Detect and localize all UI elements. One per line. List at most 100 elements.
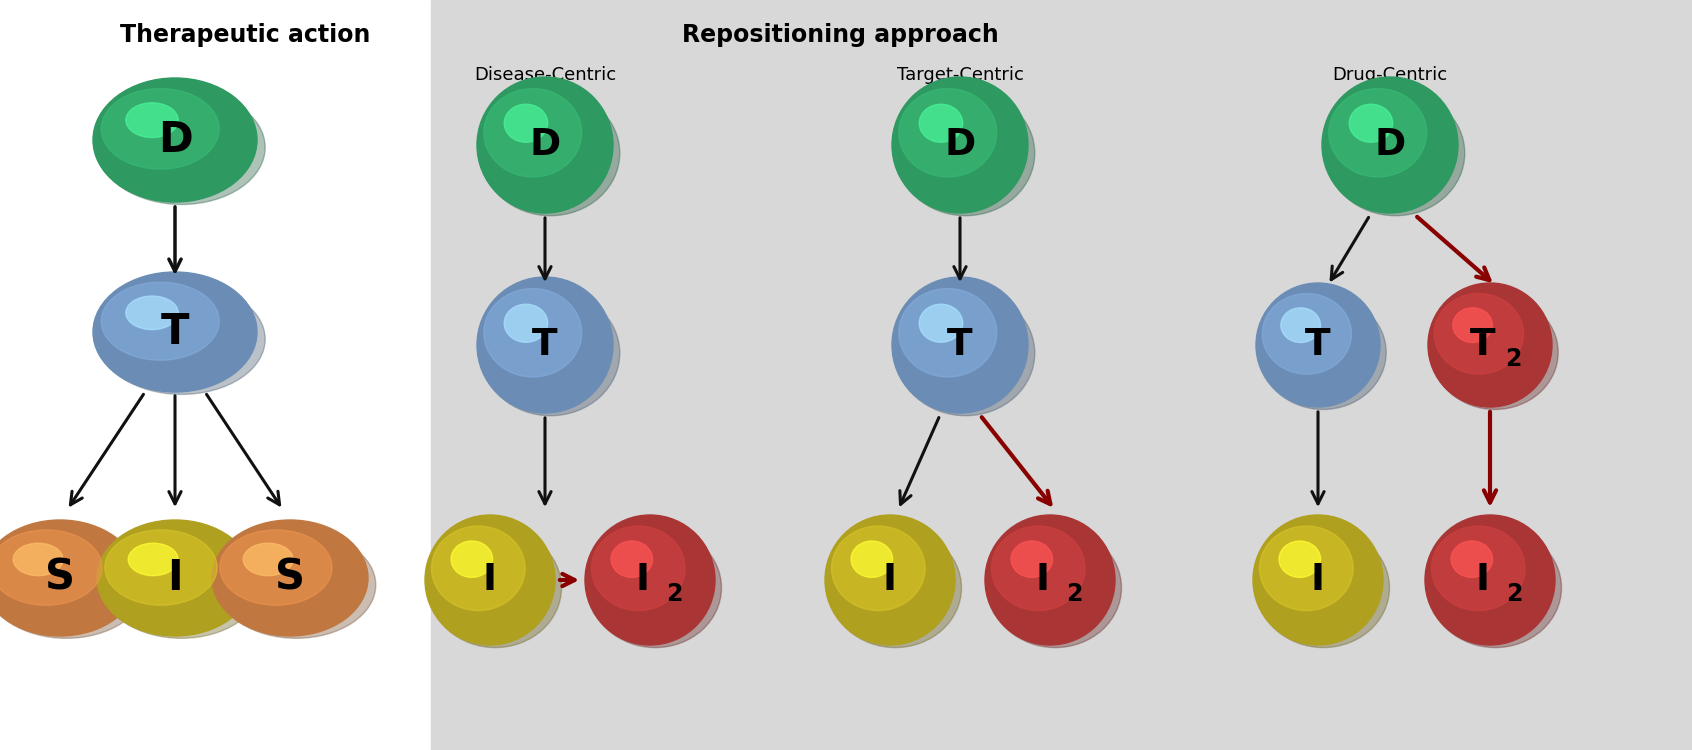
Ellipse shape (1012, 541, 1052, 578)
Text: T: T (1470, 327, 1496, 363)
Text: Disease-Centric: Disease-Centric (474, 66, 616, 84)
Ellipse shape (1327, 91, 1465, 216)
Ellipse shape (93, 78, 257, 202)
Text: T: T (533, 327, 558, 363)
Ellipse shape (1430, 528, 1562, 647)
Ellipse shape (1452, 541, 1492, 578)
Ellipse shape (892, 77, 1029, 213)
Ellipse shape (898, 289, 997, 377)
Ellipse shape (589, 528, 721, 647)
Ellipse shape (481, 91, 619, 216)
Ellipse shape (125, 296, 178, 329)
Ellipse shape (1349, 104, 1393, 142)
Ellipse shape (102, 88, 220, 170)
Ellipse shape (826, 515, 954, 645)
Ellipse shape (0, 530, 102, 605)
Ellipse shape (93, 272, 257, 392)
Ellipse shape (1281, 308, 1320, 343)
Ellipse shape (831, 526, 926, 610)
Ellipse shape (898, 88, 997, 177)
Ellipse shape (96, 520, 254, 636)
Ellipse shape (897, 290, 1036, 416)
Ellipse shape (0, 532, 146, 638)
Ellipse shape (125, 103, 178, 137)
Ellipse shape (1262, 293, 1352, 374)
Ellipse shape (1431, 526, 1524, 610)
Ellipse shape (1328, 88, 1426, 177)
Ellipse shape (98, 91, 266, 205)
Ellipse shape (1428, 283, 1552, 407)
Text: T: T (1305, 327, 1332, 363)
Text: Repositioning approach: Repositioning approach (682, 23, 998, 47)
Text: D: D (1374, 127, 1406, 163)
Text: S: S (276, 557, 305, 599)
Ellipse shape (1279, 541, 1320, 578)
Ellipse shape (129, 543, 178, 576)
Bar (0, 0, 431, 750)
Ellipse shape (1453, 308, 1492, 343)
Ellipse shape (1259, 526, 1354, 610)
Ellipse shape (105, 530, 217, 605)
Ellipse shape (1431, 296, 1558, 410)
Ellipse shape (0, 520, 139, 636)
Text: I: I (482, 562, 497, 598)
Text: 2: 2 (1506, 346, 1521, 370)
Text: D: D (944, 127, 976, 163)
Ellipse shape (484, 289, 582, 377)
Ellipse shape (244, 543, 293, 576)
Ellipse shape (829, 528, 961, 647)
Ellipse shape (1321, 77, 1459, 213)
Ellipse shape (484, 88, 582, 177)
Ellipse shape (919, 104, 963, 142)
Ellipse shape (1257, 528, 1389, 647)
Ellipse shape (102, 282, 220, 360)
Ellipse shape (504, 104, 548, 142)
Ellipse shape (217, 532, 376, 638)
Ellipse shape (585, 515, 716, 645)
Ellipse shape (611, 541, 653, 578)
Text: I: I (883, 562, 897, 598)
Text: 2: 2 (667, 582, 684, 606)
Ellipse shape (1435, 293, 1523, 374)
Ellipse shape (477, 277, 613, 413)
Text: I: I (1311, 562, 1325, 598)
Ellipse shape (1425, 515, 1555, 645)
Ellipse shape (98, 284, 266, 394)
Text: I: I (634, 562, 650, 598)
Text: S: S (46, 557, 74, 599)
Ellipse shape (892, 277, 1029, 413)
Ellipse shape (431, 526, 525, 610)
Text: 2: 2 (1066, 582, 1083, 606)
Ellipse shape (1255, 283, 1381, 407)
Ellipse shape (851, 541, 893, 578)
Ellipse shape (102, 532, 261, 638)
Ellipse shape (988, 528, 1122, 647)
Text: I: I (1036, 562, 1049, 598)
Ellipse shape (428, 528, 562, 647)
Text: Target-Centric: Target-Centric (897, 66, 1024, 84)
Ellipse shape (220, 530, 332, 605)
Text: I: I (1475, 562, 1489, 598)
Text: T: T (948, 327, 973, 363)
Text: D: D (157, 119, 193, 161)
Ellipse shape (212, 520, 367, 636)
Text: Therapeutic action: Therapeutic action (120, 23, 371, 47)
Ellipse shape (1254, 515, 1382, 645)
Ellipse shape (985, 515, 1115, 645)
Ellipse shape (452, 541, 492, 578)
Text: 2: 2 (1506, 582, 1523, 606)
Ellipse shape (1261, 296, 1386, 410)
Ellipse shape (477, 77, 613, 213)
Text: D: D (530, 127, 560, 163)
Text: I: I (168, 557, 183, 599)
Ellipse shape (481, 290, 619, 416)
Bar (431, 0, 1692, 750)
Ellipse shape (592, 526, 685, 610)
Text: Drug-Centric: Drug-Centric (1332, 66, 1448, 84)
Ellipse shape (919, 304, 963, 342)
Ellipse shape (897, 91, 1036, 216)
Ellipse shape (425, 515, 555, 645)
Ellipse shape (14, 543, 63, 576)
Ellipse shape (992, 526, 1085, 610)
Ellipse shape (504, 304, 548, 342)
